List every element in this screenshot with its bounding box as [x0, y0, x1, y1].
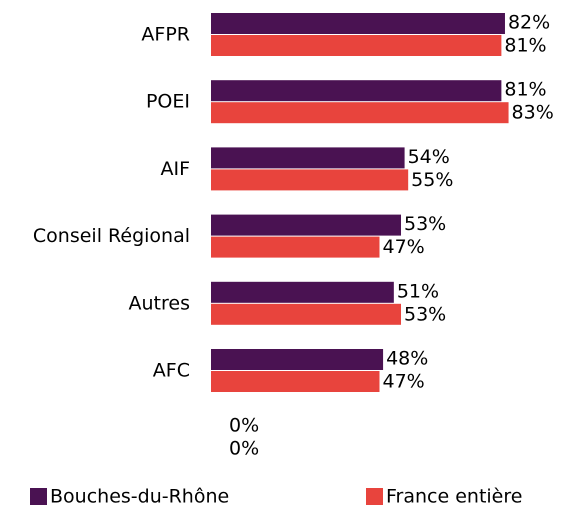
- bar: [211, 281, 394, 303]
- data-label: 48%: [386, 348, 428, 370]
- y-tick-label: AFC: [153, 360, 190, 382]
- data-label: 51%: [397, 280, 439, 302]
- data-label: 83%: [512, 102, 554, 124]
- legend-label: France entière: [386, 486, 522, 507]
- legend-swatch: [30, 488, 47, 505]
- bar: [211, 214, 402, 236]
- data-label: 53%: [404, 303, 446, 325]
- bar: [211, 349, 384, 370]
- data-label: 82%: [508, 12, 550, 34]
- bar: [211, 35, 502, 56]
- y-tick-label: POEI: [146, 91, 190, 113]
- y-tick-label: AFPR: [141, 24, 190, 46]
- data-label: 47%: [382, 371, 424, 393]
- bar: [211, 236, 380, 258]
- data-label: 47%: [382, 236, 424, 258]
- y-tick-label: AIF: [160, 158, 190, 180]
- bar: [211, 80, 502, 102]
- bar: [211, 13, 505, 34]
- data-label: 81%: [504, 79, 546, 101]
- legend-label: Bouches-du-Rhône: [50, 486, 229, 507]
- data-label: 54%: [408, 146, 450, 168]
- bar: [211, 102, 509, 124]
- bar: [211, 147, 405, 169]
- y-tick-label: Autres: [129, 292, 190, 314]
- bar: [211, 371, 380, 392]
- bar: [211, 169, 409, 191]
- y-tick-label: Conseil Régional: [33, 225, 190, 247]
- legend-swatch: [366, 488, 383, 505]
- data-label: 81%: [504, 35, 546, 57]
- data-label: 53%: [404, 213, 446, 235]
- data-label: 0%: [229, 438, 259, 460]
- bar: [211, 303, 402, 325]
- data-label: 0%: [229, 415, 259, 437]
- data-label: 55%: [411, 169, 453, 191]
